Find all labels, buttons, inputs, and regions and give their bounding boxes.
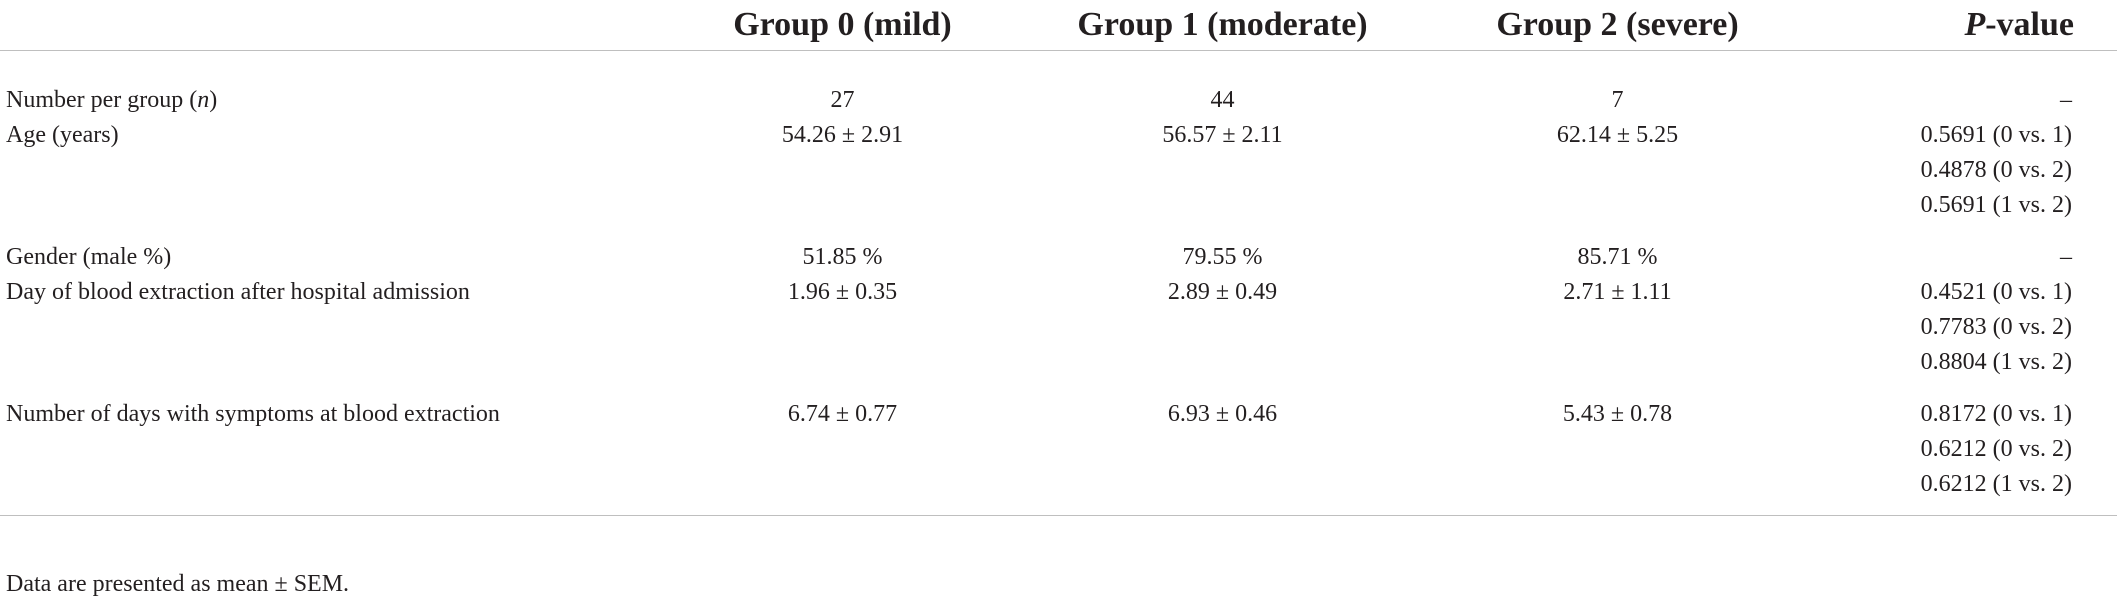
table-body: Number per group (n) 27 44 7 – Age (year… xyxy=(0,51,2117,516)
header-p-value-italic: P xyxy=(1964,6,1986,43)
cell-p-value: – xyxy=(1815,51,2117,119)
p-value-line: – xyxy=(2060,244,2072,270)
patient-characteristics-table: Group 0 (mild) Group 1 (moderate) Group … xyxy=(0,0,2117,516)
row-label: Number of days with symptoms at blood ex… xyxy=(0,380,660,516)
table-row-gender: Gender (male %) 51.85 % 79.55 % 85.71 % … xyxy=(0,223,2117,275)
cell-group-2: 62.14 ± 5.25 xyxy=(1556,122,1679,148)
cell-group-2: 7 xyxy=(1611,87,1624,113)
row-label: Number per group (n) xyxy=(0,51,660,119)
table-row-day-of-blood-extraction: Day of blood extraction after hospital a… xyxy=(0,275,2117,380)
header-parameter xyxy=(0,0,660,51)
table-footnote: Data are presented as mean ± SEM. xyxy=(6,571,350,597)
header-p-value: P-value xyxy=(1815,0,2117,51)
cell-p-value: – xyxy=(1815,223,2117,275)
p-value-line: 0.7783 (0 vs. 2) xyxy=(1920,314,2072,340)
cell-group-1: 56.57 ± 2.11 xyxy=(1162,122,1283,148)
cell-p-value: 0.4521 (0 vs. 1) 0.7783 (0 vs. 2) 0.8804… xyxy=(1815,275,2117,380)
cell-group-1: 2.89 ± 0.49 xyxy=(1167,279,1278,305)
p-value-line: 0.8804 (1 vs. 2) xyxy=(1920,349,2072,375)
p-value-line: 0.4521 (0 vs. 1) xyxy=(1920,279,2072,305)
cell-group-2: 5.43 ± 0.78 xyxy=(1420,380,1815,516)
p-value-line: 0.5691 (0 vs. 1) xyxy=(1920,122,2072,148)
cell-group-2: 2.71 ± 1.11 xyxy=(1563,279,1672,305)
p-value-line: – xyxy=(2060,87,2072,113)
row-label: Day of blood extraction after hospital a… xyxy=(6,279,470,305)
row-label: Age (years) xyxy=(6,122,119,148)
cell-group-1: 6.93 ± 0.46 xyxy=(1025,380,1420,516)
p-value-line: 0.6212 (0 vs. 2) xyxy=(1920,436,2072,462)
header-group-2: Group 2 (severe) xyxy=(1420,0,1815,51)
table-header: Group 0 (mild) Group 1 (moderate) Group … xyxy=(0,0,2117,51)
row-label-italic: n xyxy=(197,87,210,113)
cell-p-value: 0.5691 (0 vs. 1) 0.4878 (0 vs. 2) 0.5691… xyxy=(1815,118,2117,223)
header-group-1: Group 1 (moderate) xyxy=(1025,0,1420,51)
cell-group-0: 27 xyxy=(830,87,855,113)
row-label: Gender (male %) xyxy=(6,244,172,270)
p-value-line: 0.5691 (1 vs. 2) xyxy=(1920,192,2072,218)
table-row-number-per-group: Number per group (n) 27 44 7 – xyxy=(0,51,2117,119)
cell-p-value: 0.8172 (0 vs. 1) 0.6212 (0 vs. 2) 0.6212… xyxy=(1815,380,2117,516)
p-value-line: 0.6212 (1 vs. 2) xyxy=(1920,471,2072,497)
header-p-value-rest: -value xyxy=(1985,6,2074,43)
header-group-0: Group 0 (mild) xyxy=(660,0,1025,51)
p-value-line: 0.4878 (0 vs. 2) xyxy=(1920,157,2072,183)
p-value-line: 0.8172 (0 vs. 1) xyxy=(1920,401,2072,427)
cell-group-0: 6.74 ± 0.77 xyxy=(660,380,1025,516)
cell-group-1: 79.55 % xyxy=(1182,244,1263,270)
cell-group-0: 51.85 % xyxy=(802,244,883,270)
cell-group-1: 44 xyxy=(1210,87,1235,113)
cell-group-0: 54.26 ± 2.91 xyxy=(781,122,904,148)
header-row: Group 0 (mild) Group 1 (moderate) Group … xyxy=(0,0,2117,51)
cell-group-2: 85.71 % xyxy=(1577,244,1658,270)
patient-characteristics-table-wrapper: Group 0 (mild) Group 1 (moderate) Group … xyxy=(0,0,2117,516)
table-row-age: Age (years) 54.26 ± 2.91 56.57 ± 2.11 62… xyxy=(0,118,2117,223)
row-label-tail: ) xyxy=(209,87,218,113)
row-label-main: Number per group ( xyxy=(6,87,198,113)
cell-group-0: 1.96 ± 0.35 xyxy=(787,279,898,305)
table-row-days-with-symptoms: Number of days with symptoms at blood ex… xyxy=(0,380,2117,516)
